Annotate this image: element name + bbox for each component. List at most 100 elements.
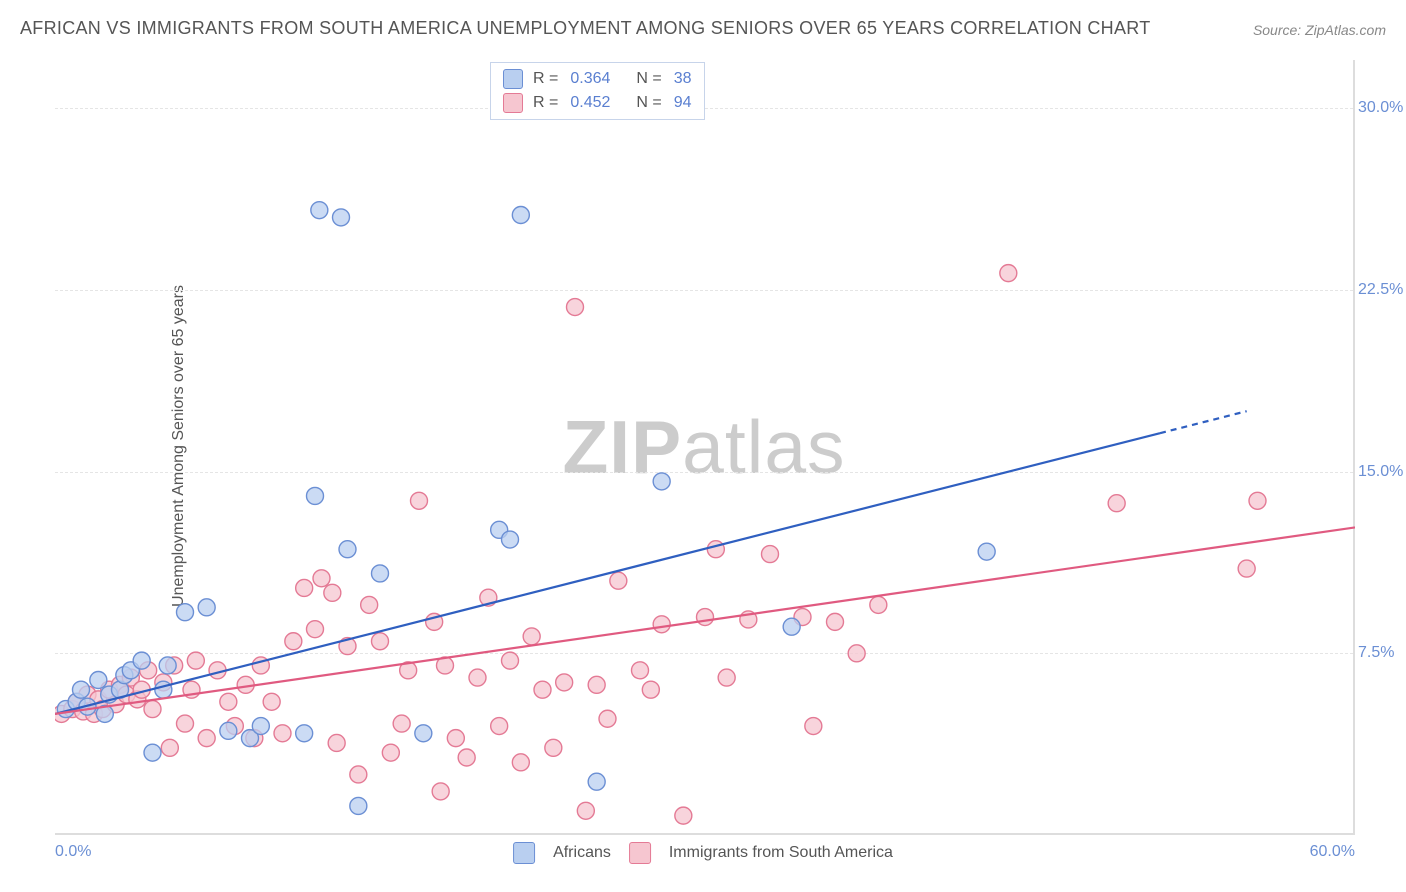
scatter-point: [372, 565, 389, 582]
y-tick-label: 22.5%: [1358, 281, 1406, 299]
scatter-point: [805, 718, 822, 735]
legend-series-name: Immigrants from South America: [669, 844, 893, 862]
scatter-point: [632, 662, 649, 679]
scatter-point: [296, 579, 313, 596]
trend-line-extrapolated: [1160, 411, 1247, 433]
trend-line: [55, 527, 1355, 713]
series-legend: Africans Immigrants from South America: [513, 842, 893, 864]
scatter-point: [220, 693, 237, 710]
correlation-legend: R = 0.364 N = 38 R = 0.452 N = 94: [490, 62, 705, 120]
scatter-point: [144, 744, 161, 761]
scatter-point: [1000, 265, 1017, 282]
legend-swatch: [503, 93, 523, 113]
scatter-point: [198, 599, 215, 616]
scatter-point: [1249, 492, 1266, 509]
scatter-point: [313, 570, 330, 587]
scatter-point: [1238, 560, 1255, 577]
scatter-point: [155, 681, 172, 698]
legend-r-label: R =: [533, 94, 558, 112]
scatter-point: [512, 207, 529, 224]
scatter-point: [978, 543, 995, 560]
legend-r-value: 0.364: [570, 70, 610, 88]
x-tick-label: 60.0%: [1310, 843, 1355, 861]
scatter-point: [718, 669, 735, 686]
y-tick-label: 15.0%: [1358, 463, 1406, 481]
scatter-point: [90, 672, 107, 689]
scatter-point: [324, 584, 341, 601]
scatter-point: [502, 652, 519, 669]
scatter-point: [263, 693, 280, 710]
legend-swatch: [503, 69, 523, 89]
scatter-point: [307, 621, 324, 638]
scatter-point: [133, 652, 150, 669]
scatter-point: [491, 718, 508, 735]
legend-row: R = 0.452 N = 94: [503, 91, 692, 115]
scatter-point: [333, 209, 350, 226]
legend-n-label: N =: [636, 70, 661, 88]
scatter-point: [177, 715, 194, 732]
scatter-point: [415, 725, 432, 742]
scatter-point: [372, 633, 389, 650]
scatter-point: [361, 596, 378, 613]
scatter-point: [177, 604, 194, 621]
scatter-point: [707, 541, 724, 558]
scatter-point: [161, 739, 178, 756]
legend-series-name: Africans: [553, 844, 611, 862]
scatter-point: [1108, 495, 1125, 512]
scatter-point: [296, 725, 313, 742]
scatter-point: [307, 487, 324, 504]
scatter-point: [556, 674, 573, 691]
scatter-point: [827, 613, 844, 630]
scatter-point: [350, 797, 367, 814]
scatter-point: [512, 754, 529, 771]
scatter-point: [382, 744, 399, 761]
legend-n-value: 38: [674, 70, 692, 88]
trend-line: [55, 433, 1160, 714]
scatter-point: [458, 749, 475, 766]
scatter-point: [285, 633, 302, 650]
legend-swatch: [629, 842, 651, 864]
legend-n-label: N =: [636, 94, 661, 112]
scatter-point: [502, 531, 519, 548]
scatter-point: [545, 739, 562, 756]
y-tick-label: 7.5%: [1358, 644, 1406, 662]
scatter-point: [848, 645, 865, 662]
scatter-point: [870, 596, 887, 613]
chart-title: AFRICAN VS IMMIGRANTS FROM SOUTH AMERICA…: [20, 18, 1151, 39]
plot-area: ZIPatlas 7.5%15.0%22.5%30.0%0.0%60.0%: [55, 60, 1355, 835]
scatter-point: [697, 609, 714, 626]
source-label: Source: ZipAtlas.com: [1253, 22, 1386, 38]
scatter-point: [675, 807, 692, 824]
scatter-point: [567, 299, 584, 316]
legend-n-value: 94: [674, 94, 692, 112]
legend-r-label: R =: [533, 70, 558, 88]
scatter-point: [328, 734, 345, 751]
scatter-point: [642, 681, 659, 698]
scatter-point: [411, 492, 428, 509]
scatter-point: [577, 802, 594, 819]
scatter-point: [653, 473, 670, 490]
scatter-point: [187, 652, 204, 669]
x-tick-label: 0.0%: [55, 843, 91, 861]
scatter-point: [144, 701, 161, 718]
scatter-point: [588, 773, 605, 790]
scatter-point: [220, 722, 237, 739]
scatter-point: [159, 657, 176, 674]
scatter-point: [588, 676, 605, 693]
scatter-point: [252, 718, 269, 735]
scatter-point: [610, 572, 627, 589]
scatter-point: [198, 730, 215, 747]
scatter-point: [653, 616, 670, 633]
scatter-point: [339, 541, 356, 558]
scatter-point: [447, 730, 464, 747]
legend-r-value: 0.452: [570, 94, 610, 112]
scatter-point: [350, 766, 367, 783]
scatter-point: [393, 715, 410, 732]
scatter-point: [274, 725, 291, 742]
scatter-point: [469, 669, 486, 686]
scatter-point: [534, 681, 551, 698]
scatter-point: [311, 202, 328, 219]
scatter-point: [599, 710, 616, 727]
y-tick-label: 30.0%: [1358, 99, 1406, 117]
legend-row: R = 0.364 N = 38: [503, 67, 692, 91]
